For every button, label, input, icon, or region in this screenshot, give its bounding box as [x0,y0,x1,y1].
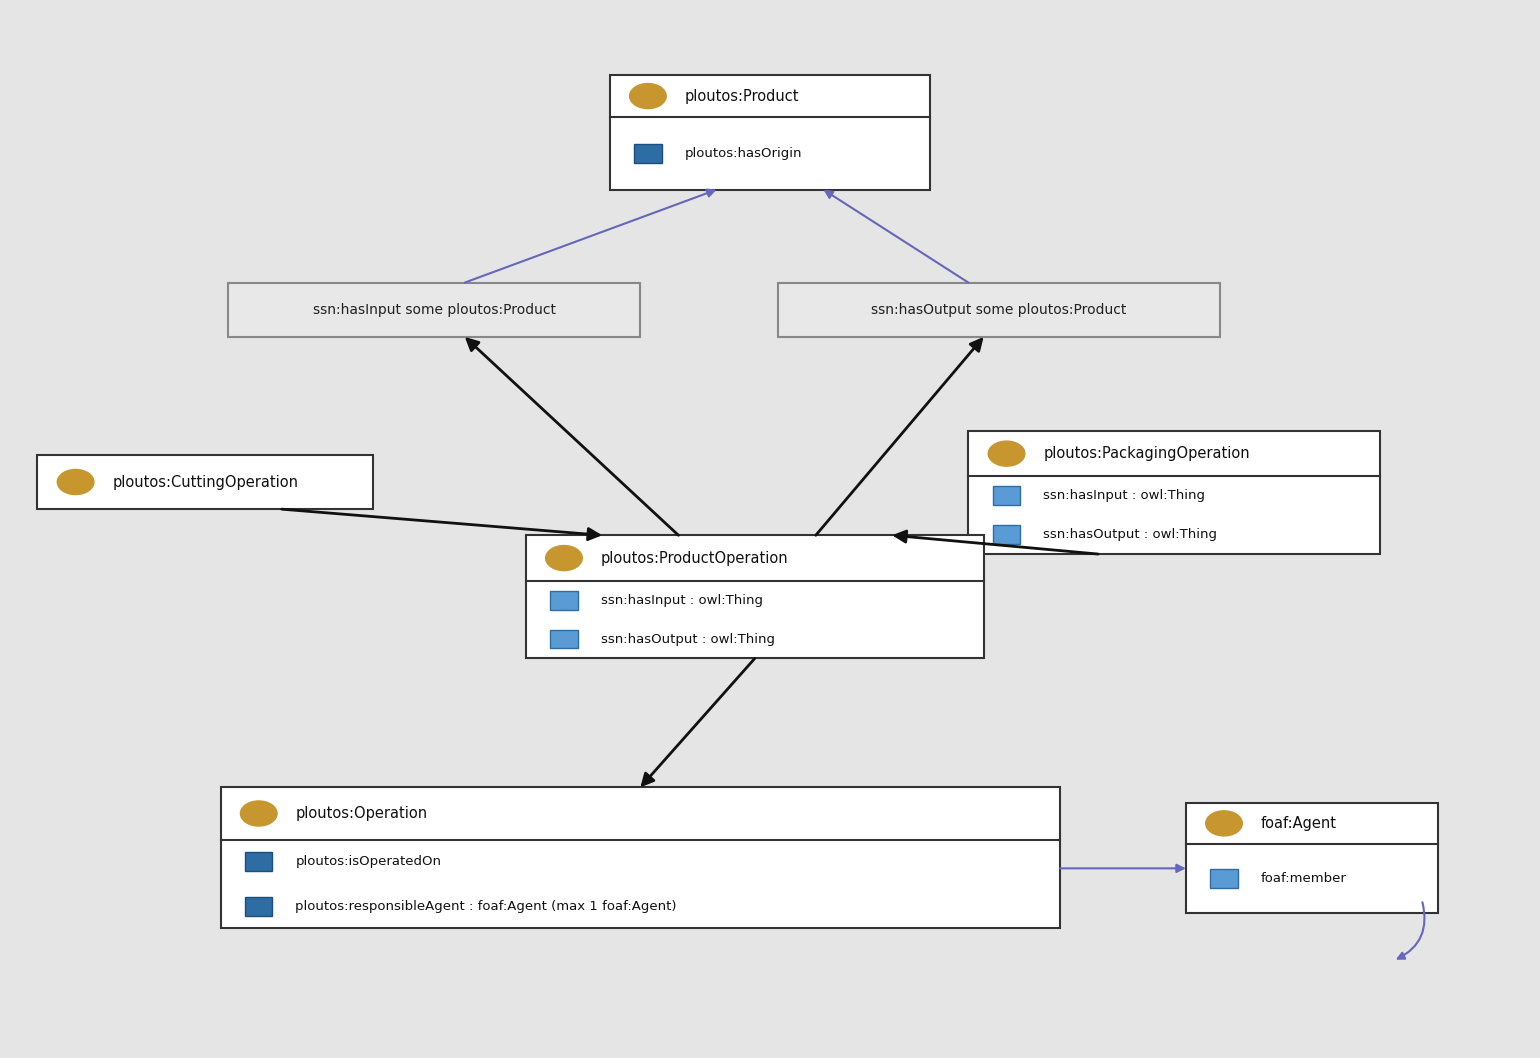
Bar [220,787,1060,928]
Text: foaf:member: foaf:member [1261,872,1346,884]
Circle shape [1206,810,1243,836]
Text: ploutos:Operation: ploutos:Operation [296,806,428,821]
Bar [245,897,273,915]
Bar [245,853,273,871]
Bar [550,630,578,649]
Text: ploutos:responsibleAgent : foaf:Agent (max 1 foaf:Agent): ploutos:responsibleAgent : foaf:Agent (m… [296,899,678,913]
Text: ploutos:isOperatedOn: ploutos:isOperatedOn [296,855,442,869]
Text: ploutos:Product: ploutos:Product [685,89,799,104]
Text: ssn:hasOutput : owl:Thing: ssn:hasOutput : owl:Thing [601,633,775,645]
Circle shape [989,441,1024,467]
Bar [550,590,578,609]
Bar [1210,869,1238,888]
Text: ssn:hasInput some ploutos:Product: ssn:hasInput some ploutos:Product [313,303,556,316]
Text: ssn:hasInput : owl:Thing: ssn:hasInput : owl:Thing [1043,490,1206,503]
Text: ploutos:PackagingOperation: ploutos:PackagingOperation [1043,446,1250,461]
Circle shape [57,470,94,494]
Text: ssn:hasOutput : owl:Thing: ssn:hasOutput : owl:Thing [1043,528,1217,541]
Circle shape [240,801,277,826]
Bar [778,282,1220,336]
Bar [228,282,641,336]
Text: ssn:hasInput : owl:Thing: ssn:hasInput : owl:Thing [601,594,762,606]
Text: ploutos:hasOrigin: ploutos:hasOrigin [685,147,802,160]
Bar [993,525,1021,544]
Bar [37,455,373,509]
Bar [993,487,1021,506]
Circle shape [545,546,582,570]
Circle shape [630,84,667,109]
Bar [610,75,930,189]
Text: ssn:hasOutput some ploutos:Product: ssn:hasOutput some ploutos:Product [872,303,1127,316]
Bar [969,431,1380,554]
Bar [1186,803,1438,913]
Text: ploutos:ProductOperation: ploutos:ProductOperation [601,550,788,566]
Bar [525,535,984,658]
Text: ploutos:CuttingOperation: ploutos:CuttingOperation [112,475,299,490]
Bar [634,144,662,163]
Text: foaf:Agent: foaf:Agent [1261,816,1337,831]
